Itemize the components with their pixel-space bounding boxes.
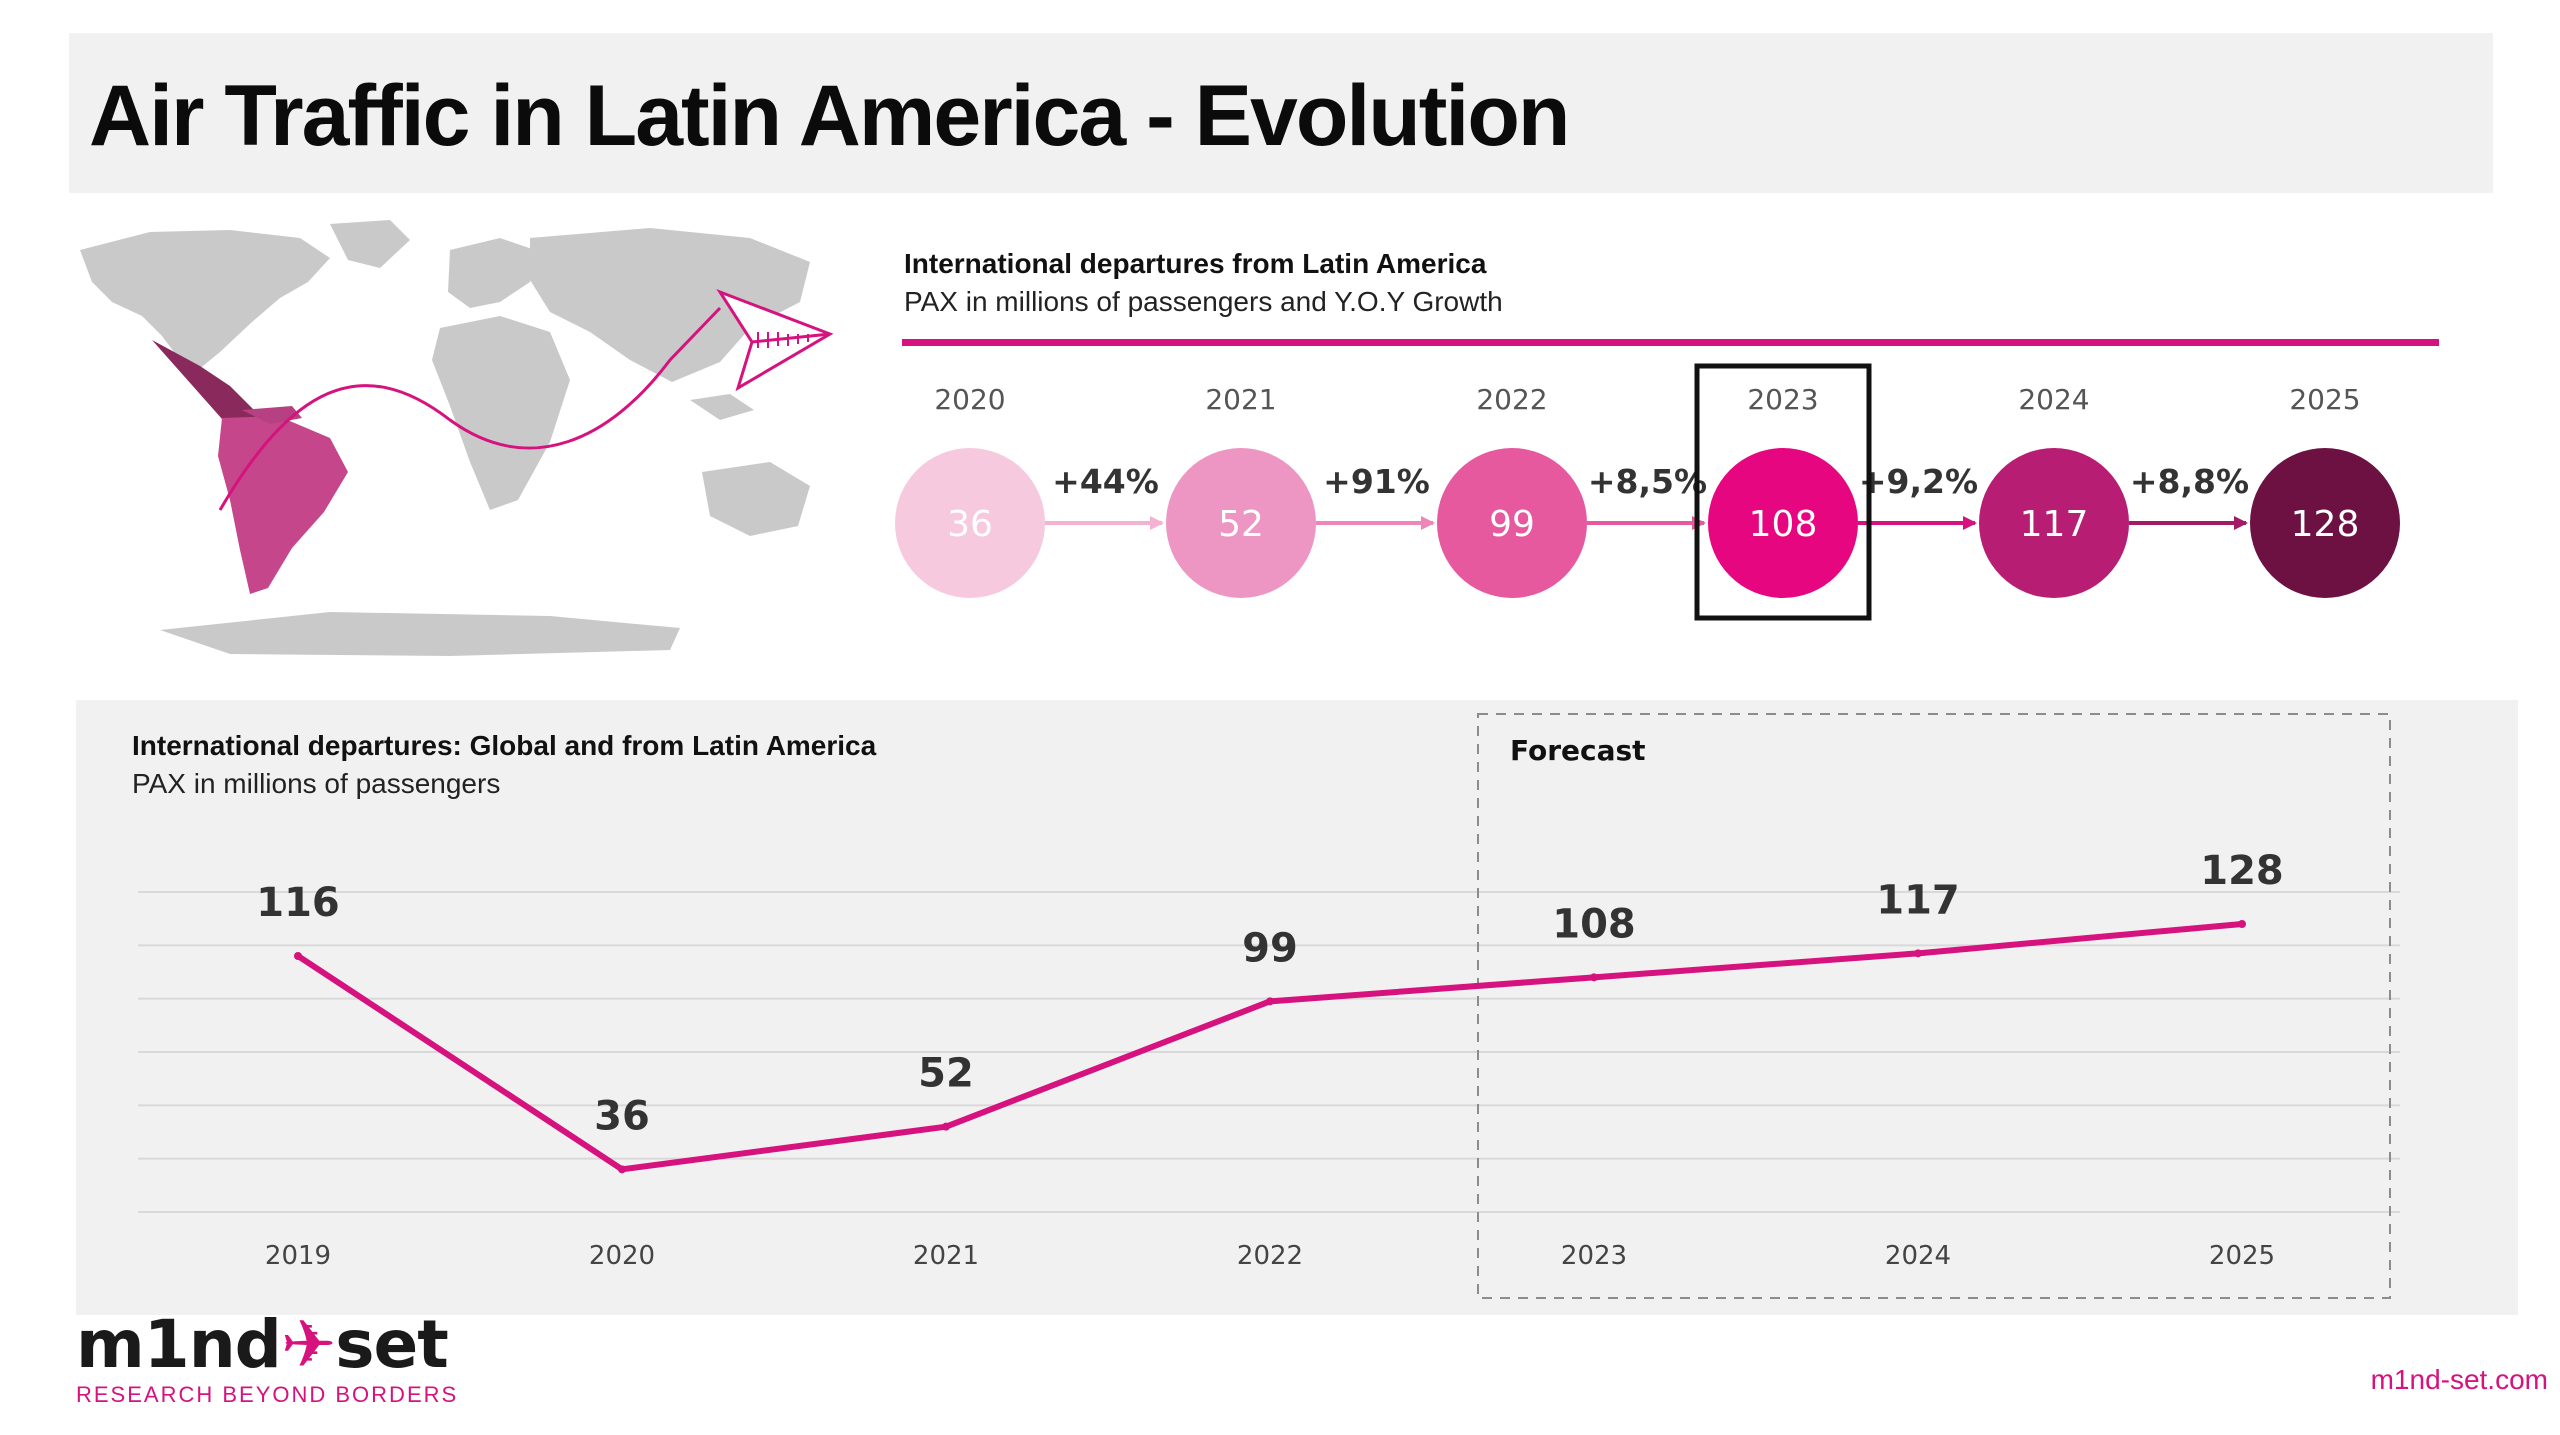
x-tick-label: 2022 (1237, 1241, 1303, 1271)
x-tick-label: 2025 (2209, 1241, 2275, 1271)
bubble-value-label: 117 (2020, 504, 2089, 545)
bubble-year-label: 2020 (934, 383, 1005, 416)
bubble-2025 (2250, 448, 2400, 598)
growth-label: +44% (1052, 462, 1159, 501)
x-tick-label: 2021 (913, 1241, 979, 1271)
line-data-label: 108 (1552, 901, 1636, 947)
bubble-year-label: 2022 (1476, 383, 1547, 416)
x-tick-label: 2024 (1885, 1241, 1951, 1271)
bubble-year-label: 2025 (2289, 383, 2360, 416)
bubble-value-label: 128 (2291, 504, 2360, 545)
bubble-2024 (1979, 448, 2129, 598)
bubble-chart: +44% +91% +8,5% +9,2% +8,8% 2020 36 2021 52 2022 9… (895, 363, 2400, 621)
logo-accent: set (335, 1306, 449, 1383)
top-chart-header: International departures from Latin Amer… (904, 248, 1503, 318)
world-map-icon (80, 220, 834, 656)
website-link[interactable]: m1nd-set.com (2370, 1364, 2548, 1395)
line-point (1266, 997, 1274, 1006)
mindset-logo: m1nd✈set RESEARCH BEYOND BORDERS (76, 1306, 459, 1408)
forecast-box (1477, 713, 2391, 1299)
top-chart-title: International departures from Latin Amer… (904, 248, 1487, 279)
bubble-year-label: 2024 (2018, 383, 2089, 416)
bubble-value-label: 108 (1749, 504, 1818, 545)
growth-label: +91% (1323, 462, 1430, 501)
bubble-value-label: 52 (1218, 504, 1264, 545)
logo-main: m1nd (76, 1306, 282, 1383)
line-chart-header: International departures: Global and fro… (132, 730, 876, 800)
bubble-year-label: 2021 (1205, 383, 1276, 416)
line-chart-title: International departures: Global and fro… (132, 730, 877, 761)
line-point (942, 1122, 950, 1131)
bubble-year-label: 2023 (1747, 383, 1818, 416)
bubble-2022 (1437, 448, 1587, 598)
line-data-label: 117 (1876, 877, 1960, 923)
line-data-label: 128 (2200, 848, 2284, 894)
growth-label: +8,5% (1588, 462, 1707, 501)
line-chart-subtitle: PAX in millions of passengers (132, 768, 501, 799)
line-point (618, 1165, 626, 1174)
forecast-label: Forecast (1510, 734, 1646, 767)
bubble-value-label: 36 (947, 504, 993, 545)
growth-label: +9,2% (1859, 462, 1978, 501)
title-bar: Air Traffic in Latin America - Evolution (69, 33, 2493, 193)
highlight-box (1694, 363, 1872, 621)
bubble-value-label: 99 (1489, 504, 1535, 545)
line-point (294, 952, 302, 960)
bubble-2021 (1166, 448, 1316, 598)
line-data-label: 36 (594, 1093, 650, 1139)
line-data-label: 99 (1242, 925, 1298, 971)
line-data-label: 116 (256, 880, 340, 926)
line-data-label: 52 (918, 1051, 974, 1097)
bubble-2020 (895, 448, 1045, 598)
x-tick-label: 2019 (265, 1241, 331, 1271)
line-point (2238, 920, 2246, 928)
logo-tagline: RESEARCH BEYOND BORDERS (76, 1382, 459, 1407)
page-title: Air Traffic in Latin America - Evolution (89, 68, 1570, 164)
x-tick-label: 2020 (589, 1241, 655, 1271)
growth-label: +8,8% (2130, 462, 2249, 501)
x-tick-label: 2023 (1561, 1241, 1627, 1271)
bubble-2023 (1708, 448, 1858, 598)
line-point (1914, 949, 1922, 958)
line-point (1590, 973, 1598, 982)
top-chart-subtitle: PAX in millions of passengers and Y.O.Y … (904, 286, 1503, 317)
top-chart-divider (902, 339, 2439, 346)
